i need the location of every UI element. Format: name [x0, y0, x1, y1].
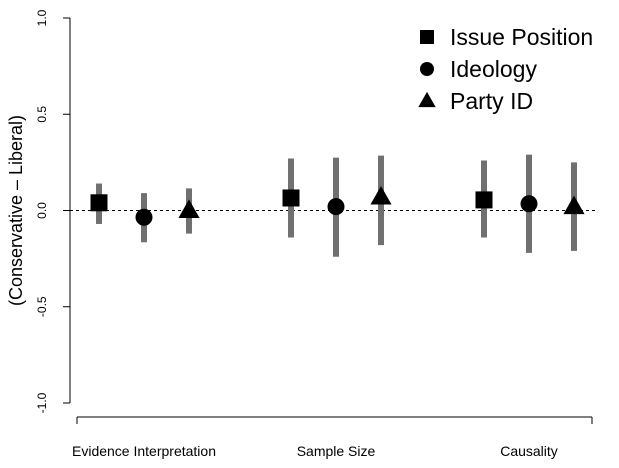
- point-circle: [135, 208, 153, 226]
- y-tick-label: 1.0: [35, 9, 49, 26]
- legend-label: Ideology: [450, 56, 537, 82]
- legend-marker-square: [420, 30, 434, 44]
- point-square: [282, 189, 300, 207]
- point-markers: [90, 185, 585, 226]
- point-circle: [327, 198, 345, 216]
- y-tick-label: -0.5: [35, 296, 49, 317]
- y-tick-label: -1.0: [35, 392, 49, 413]
- y-axis: -1.0 -0.5 0.0 0.5 1.0: [35, 9, 71, 413]
- legend-label: Party ID: [450, 88, 533, 114]
- point-triangle: [563, 195, 585, 215]
- point-square: [475, 191, 493, 209]
- x-category-label: Evidence Interpretation: [72, 443, 216, 459]
- y-tick-label: 0.5: [35, 106, 49, 123]
- legend-label: Issue Position: [450, 24, 593, 50]
- x-category-label: Sample Size: [297, 443, 376, 459]
- point-circle: [520, 195, 538, 213]
- point-triangle: [370, 185, 392, 205]
- point-triangle: [178, 199, 200, 218]
- legend-marker-triangle: [418, 91, 436, 108]
- x-category-label: Causality: [500, 443, 558, 459]
- point-square: [90, 194, 108, 212]
- legend: Issue Position Ideology Party ID: [418, 24, 593, 114]
- x-axis: Evidence Interpretation Sample Size Causal…: [72, 416, 593, 459]
- y-tick-label: 0.0: [35, 202, 49, 219]
- legend-marker-circle: [420, 62, 434, 76]
- y-axis-label: (Conservative – Liberal): [6, 115, 26, 306]
